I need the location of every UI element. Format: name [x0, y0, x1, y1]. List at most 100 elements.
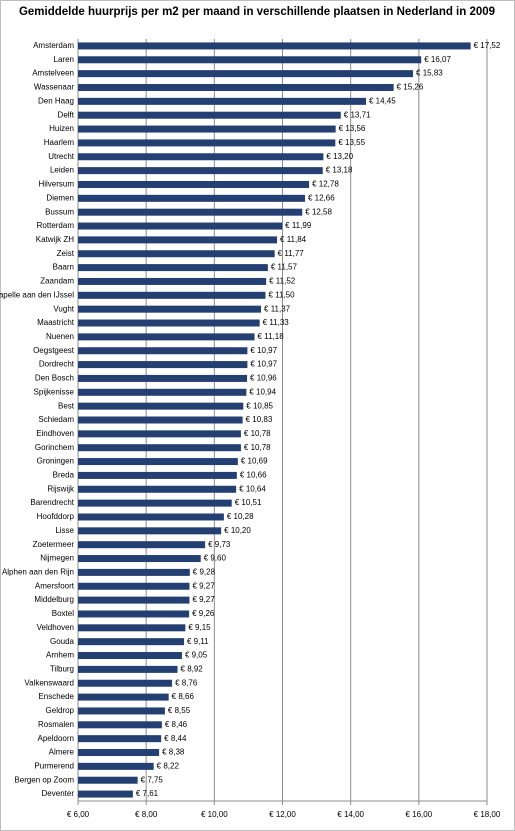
bar	[78, 167, 323, 175]
bar	[78, 430, 241, 438]
bar	[78, 402, 244, 410]
bar	[78, 333, 255, 341]
bar	[78, 762, 154, 770]
bar	[78, 471, 237, 479]
value-label: € 13,18	[326, 166, 353, 175]
value-label: € 11,52	[269, 277, 296, 286]
value-label: € 8,46	[165, 720, 188, 729]
value-label: € 13,55	[338, 138, 365, 147]
y-tick-label: Schiedam	[38, 415, 74, 424]
y-tick-label: Rosmalen	[38, 720, 74, 729]
y-tick-label: Best	[58, 401, 75, 410]
bar	[78, 721, 162, 729]
value-label: € 11,18	[258, 332, 285, 341]
value-label: € 13,20	[326, 152, 353, 161]
y-tick-label: Amsterdam	[33, 41, 74, 50]
x-tick-label: € 12,00	[269, 810, 296, 819]
value-label: € 10,51	[235, 498, 262, 507]
y-tick-label: Katwijk ZH	[36, 235, 74, 244]
value-label: € 11,37	[264, 304, 291, 313]
value-label: € 15,26	[397, 83, 424, 92]
y-tick-label: Gorinchem	[35, 443, 74, 452]
y-tick-label: Utrecht	[48, 152, 75, 161]
y-tick-label: Amstelveen	[32, 69, 74, 78]
value-label: € 10,78	[244, 429, 271, 438]
y-tick-label: Zeist	[57, 249, 75, 258]
y-tick-label: Baarn	[53, 263, 74, 272]
bar	[78, 444, 241, 452]
value-label: € 16,07	[424, 55, 451, 64]
y-tick-label: Rotterdam	[37, 221, 75, 230]
value-label: € 13,71	[344, 110, 371, 119]
bar	[78, 153, 324, 161]
bar	[78, 555, 201, 563]
value-label: € 10,96	[250, 374, 277, 383]
y-tick-label: Enschede	[38, 692, 74, 701]
bar	[78, 776, 138, 784]
bar	[78, 139, 336, 147]
y-tick-label: Geldrop	[46, 706, 75, 715]
value-label: € 10,83	[246, 415, 273, 424]
y-tick-label: Amersfoort	[35, 581, 75, 590]
bar	[78, 208, 303, 216]
value-label: € 15,83	[416, 69, 443, 78]
value-label: € 11,84	[280, 235, 307, 244]
y-tick-label: Bussum	[45, 207, 74, 216]
value-label: € 12,78	[312, 180, 339, 189]
y-tick-label: Deventer	[42, 789, 75, 798]
y-tick-label: Nijmegen	[40, 554, 74, 563]
bar	[78, 222, 283, 230]
bar	[78, 693, 169, 701]
bar	[78, 458, 238, 466]
bar	[78, 83, 394, 91]
value-label: € 10,97	[250, 346, 277, 355]
value-label: € 10,94	[249, 387, 276, 396]
value-label: € 10,97	[250, 360, 277, 369]
y-tick-label: Arnhem	[46, 651, 74, 660]
bar	[78, 638, 184, 646]
bar	[78, 180, 310, 188]
y-tick-label: Barendrecht	[30, 498, 74, 507]
value-label: € 17,52	[474, 41, 501, 50]
y-tick-label: Boxtel	[52, 609, 74, 618]
value-label: € 10,85	[246, 401, 273, 410]
bar	[78, 624, 186, 632]
bar	[78, 319, 260, 327]
bar	[78, 291, 266, 299]
y-tick-label: Spijkenisse	[34, 387, 75, 396]
bar	[78, 194, 305, 202]
value-label: € 11,50	[268, 290, 295, 299]
value-label: € 9,27	[192, 581, 215, 590]
value-label: € 9,11	[187, 637, 209, 646]
y-tick-label: Delft	[58, 110, 75, 119]
bar	[78, 499, 232, 507]
bar	[78, 361, 248, 369]
y-tick-label: Purmerend	[34, 761, 74, 770]
bar	[78, 735, 162, 743]
value-label: € 11,99	[285, 221, 312, 230]
y-tick-label: Groningen	[37, 457, 74, 466]
bar	[78, 111, 341, 119]
bar	[78, 347, 248, 355]
bar	[78, 250, 275, 258]
value-label: € 10,64	[239, 484, 266, 493]
bar	[78, 707, 165, 715]
bar	[78, 527, 222, 535]
bar	[78, 374, 248, 382]
bar	[78, 125, 336, 133]
bar	[78, 679, 173, 687]
y-tick-label: Rijswijk	[47, 484, 75, 493]
bar	[78, 97, 367, 105]
x-tick-label: € 8,00	[135, 810, 158, 819]
bar	[78, 596, 190, 604]
y-tick-label: Bergen op Zoom	[14, 775, 74, 784]
value-label: € 11,57	[271, 263, 298, 272]
bar	[78, 665, 178, 673]
y-tick-label: Nuenen	[46, 332, 74, 341]
value-label: € 10,20	[224, 526, 251, 535]
y-tick-label: Veldhoven	[37, 623, 74, 632]
bar	[78, 264, 268, 272]
value-label: € 9,28	[193, 568, 216, 577]
value-label: € 12,58	[305, 207, 332, 216]
